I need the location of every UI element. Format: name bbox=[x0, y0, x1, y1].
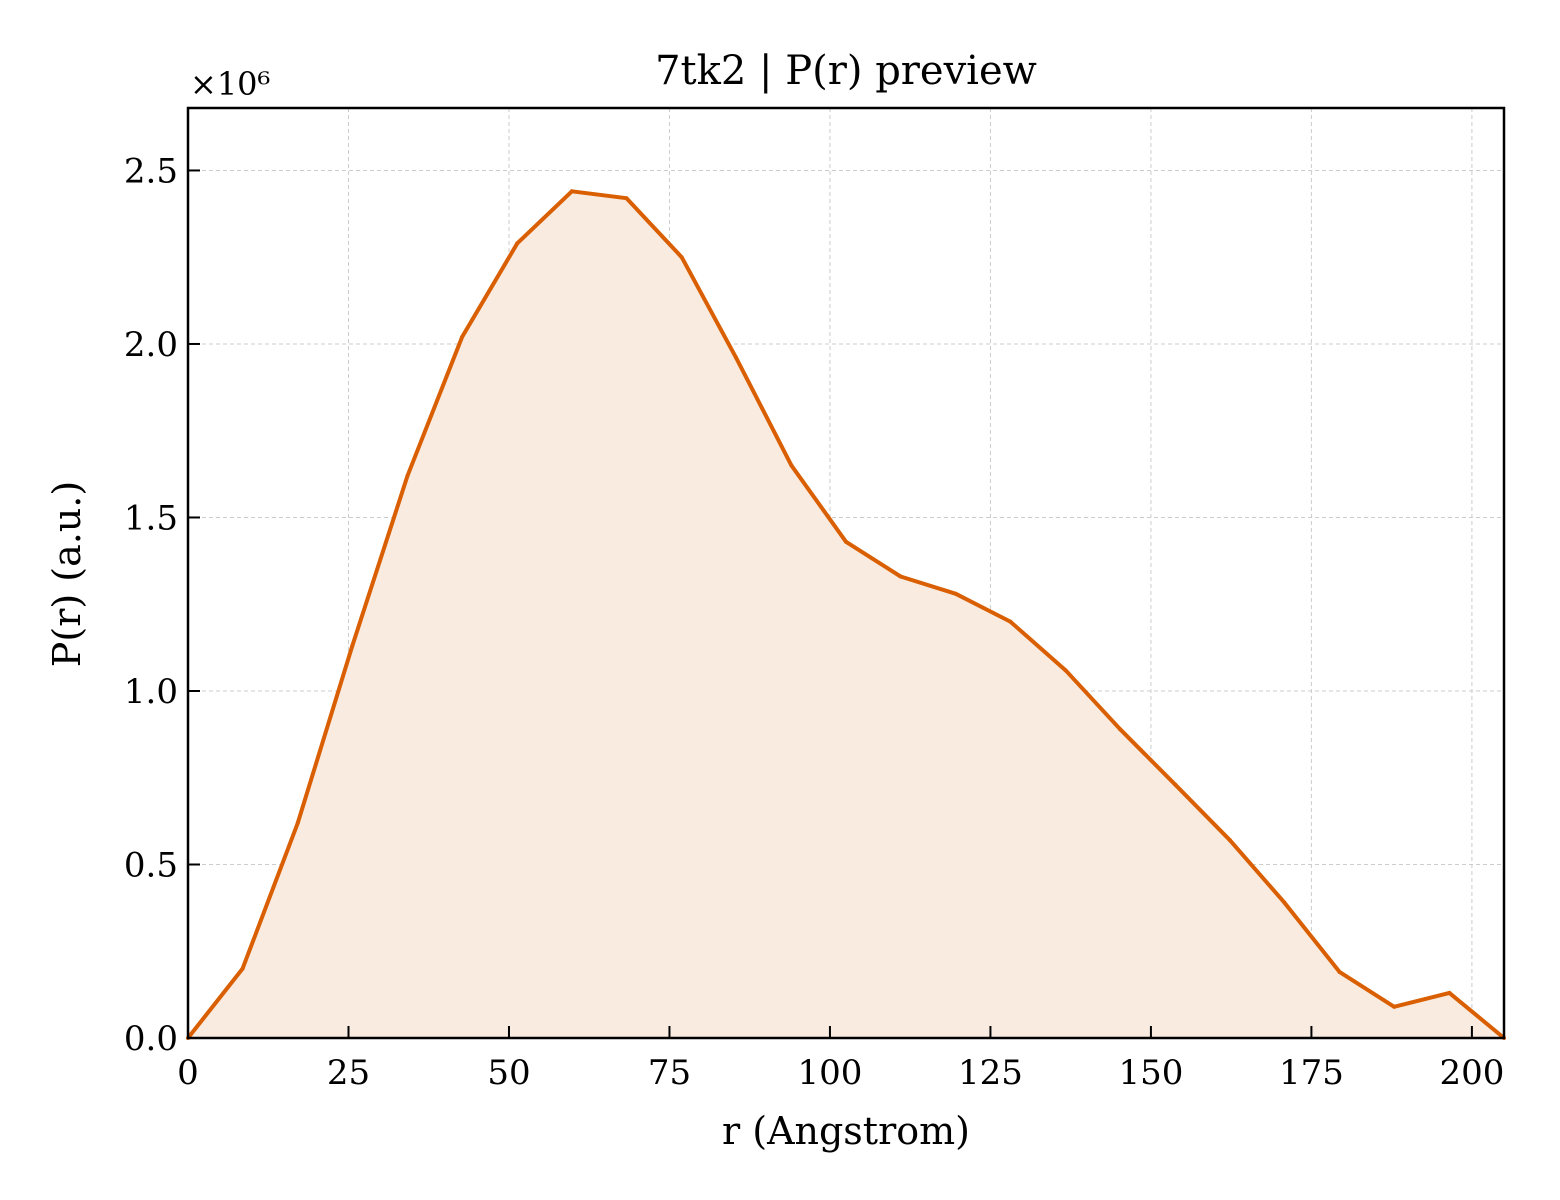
data-point bbox=[569, 189, 574, 194]
data-point bbox=[240, 966, 245, 971]
data-point bbox=[734, 355, 739, 360]
x-tick-label: 200 bbox=[1439, 1053, 1504, 1093]
data-point bbox=[1447, 990, 1452, 995]
chart-title: 7tk2 | P(r) preview bbox=[655, 48, 1037, 94]
x-tick-label: 0 bbox=[177, 1053, 199, 1093]
y-tick-label: 2.5 bbox=[124, 151, 178, 191]
y-scale-multiplier: ×10⁶ bbox=[190, 65, 270, 103]
data-point bbox=[405, 473, 410, 478]
x-tick-label: 125 bbox=[958, 1053, 1023, 1093]
data-point bbox=[1008, 619, 1013, 624]
y-tick-label: 1.5 bbox=[124, 498, 178, 538]
y-tick-label: 2.0 bbox=[124, 325, 178, 365]
x-tick-label: 50 bbox=[487, 1053, 530, 1093]
x-tick-label: 150 bbox=[1118, 1053, 1183, 1093]
plot-frame bbox=[186, 106, 1506, 1040]
pr-area-fill bbox=[188, 191, 1504, 1039]
y-axis-ticks: 0.0 0.5 1.0 1.5 2.0 2.5 bbox=[124, 151, 200, 1059]
x-axis-ticks: 0 25 50 75 100 125 150 175 200 bbox=[177, 1026, 1504, 1093]
data-point bbox=[1282, 900, 1287, 905]
y-tick-label: 1.0 bbox=[124, 672, 178, 712]
data-point bbox=[1063, 668, 1068, 673]
data-point bbox=[295, 820, 300, 825]
data-point bbox=[515, 241, 520, 246]
x-tick-label: 100 bbox=[797, 1053, 862, 1093]
x-axis-label: r (Angstrom) bbox=[722, 1109, 970, 1153]
data-point bbox=[953, 591, 958, 596]
data-point bbox=[460, 335, 465, 339]
data-point bbox=[1118, 727, 1123, 732]
data-point bbox=[350, 643, 355, 648]
y-tick-label: 0.5 bbox=[124, 845, 178, 885]
x-tick-label: 25 bbox=[327, 1053, 370, 1093]
data-points bbox=[186, 189, 1506, 1040]
data-point bbox=[898, 574, 903, 579]
data-point bbox=[1392, 1004, 1397, 1009]
x-tick-label: 75 bbox=[648, 1053, 691, 1093]
data-point bbox=[1227, 838, 1232, 843]
y-tick-label: 0.0 bbox=[124, 1019, 178, 1059]
x-tick-label: 175 bbox=[1279, 1053, 1344, 1093]
y-axis-label: P(r) (a.u.) bbox=[45, 481, 89, 667]
data-point bbox=[1173, 782, 1178, 787]
data-point bbox=[789, 463, 794, 468]
data-point bbox=[679, 255, 684, 260]
data-point bbox=[624, 196, 629, 201]
data-point bbox=[844, 539, 848, 544]
data-point bbox=[1337, 970, 1342, 975]
